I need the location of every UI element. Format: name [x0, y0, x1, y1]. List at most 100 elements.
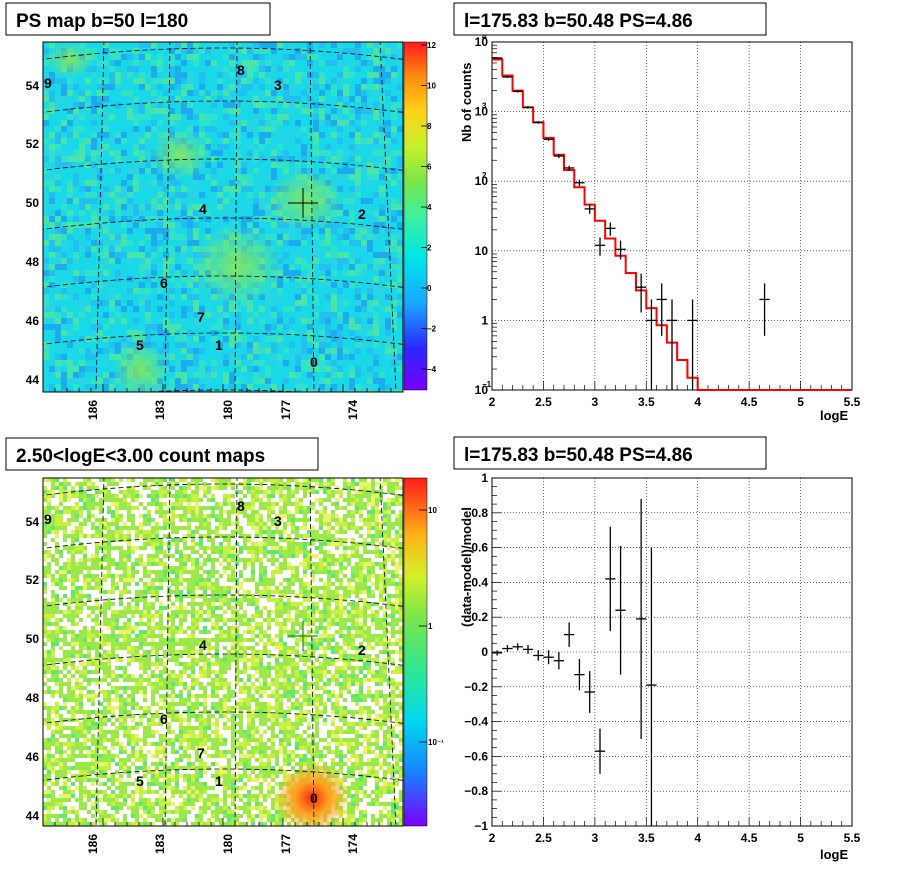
colorbar-tick-label: 12 [427, 41, 436, 50]
colorbar-tick-label: 10 [428, 506, 437, 515]
residual-x-tick-label: 5.5 [844, 831, 861, 845]
map-latitude-line [43, 768, 403, 781]
residual-data-point [543, 650, 554, 665]
spectrum-x-tick-label: 4 [694, 395, 701, 409]
spectrum-y-tick-exponent: 3 [482, 102, 487, 111]
residual-panel: 2 2.5 3 3.5 4 4.5 5 5.5 −1 −0.8 −0.6 −0.4 −0.2 0 0.2 0.… [453, 436, 861, 862]
residual-data-point [646, 547, 657, 826]
map-longitude-line [95, 478, 105, 826]
ps-map-crosshair-marker [288, 188, 318, 218]
map-longitude-line [164, 478, 171, 826]
residual-x-tick-label: 3.5 [638, 831, 655, 845]
colorbar-tick-label: −2 [427, 325, 437, 334]
spectrum-data-point [512, 90, 523, 93]
map-latitude-line [43, 158, 403, 171]
map-longitude-line [309, 42, 315, 392]
spectrum-y-tick-exponent: 4 [482, 32, 487, 41]
source-label: 1 [215, 773, 223, 789]
spectrum-data-point [574, 179, 585, 187]
source-label: 2 [358, 206, 366, 222]
spectrum-x-tick-label: 2 [489, 395, 496, 409]
map-y-tick-label: 44 [26, 809, 40, 823]
spectrum-data-point [687, 299, 698, 390]
map-x-tick-label: 186 [86, 834, 100, 854]
map-x-tick-label: 186 [86, 400, 100, 420]
source-label: 6 [160, 275, 168, 291]
spectrum-data-point [522, 106, 534, 109]
source-label: 3 [274, 513, 282, 529]
residual-data-point [512, 643, 523, 651]
spectrum-x-tick-label: 5.5 [844, 395, 861, 409]
source-label: 7 [197, 745, 205, 761]
residual-y-tick-label: −0.4 [464, 715, 488, 729]
count-hotspot [274, 762, 350, 826]
count-colorbar-ticks: 10 1 10⁻¹ [419, 506, 444, 747]
spectrum-data-point [502, 75, 513, 78]
residual-y-tick-label: −1 [474, 819, 488, 833]
residual-y-label: (data-model)/model [459, 507, 474, 627]
ps-map-area [43, 42, 403, 392]
source-label: 5 [136, 337, 144, 353]
source-label: 5 [136, 773, 144, 789]
residual-data-point [522, 645, 534, 654]
spectrum-x-tick-label: 2.5 [535, 395, 552, 409]
spectrum-x-tick-label: 3.5 [638, 395, 655, 409]
colorbar-tick-label: 2 [427, 244, 432, 253]
spectrum-title-box [453, 2, 767, 36]
residual-data-point [564, 622, 575, 647]
spectrum-y-tick-label: 10 [475, 105, 489, 119]
count-map-area [43, 478, 403, 826]
spectrum-data-point [759, 283, 770, 336]
colorbar-tick-label: 8 [427, 122, 432, 131]
residual-y-tick-label: 0 [481, 645, 488, 659]
spectrum-data-point [553, 154, 564, 159]
residual-data-point [574, 658, 585, 691]
ps-map-source-labels: 9 8 3 4 2 6 7 5 1 0 [44, 62, 366, 370]
source-label: 7 [197, 309, 205, 325]
spectrum-y-tick-label: 1 [481, 313, 488, 327]
colorbar-tick-label: 6 [427, 163, 432, 172]
colorbar-tick-label: 0 [427, 284, 432, 293]
map-y-tick-label: 46 [26, 750, 40, 764]
map-latitude-line [43, 275, 403, 288]
map-longitude-line [234, 478, 238, 826]
spectrum-x-tick-label: 3 [592, 395, 599, 409]
source-label: 0 [310, 790, 318, 806]
residual-data-point [502, 645, 513, 652]
map-y-tick-label: 52 [26, 137, 40, 151]
spectrum-x-tick-label: 5 [797, 395, 804, 409]
map-x-tick-label: 183 [153, 400, 167, 420]
source-label: 6 [160, 711, 168, 727]
count-map-source-labels: 9 8 3 4 2 6 7 5 1 0 [44, 498, 366, 806]
map-y-tick-label: 48 [26, 255, 40, 269]
map-latitude-line [43, 594, 403, 607]
count-map-coordinate-grid [43, 478, 403, 826]
map-longitude-line [379, 478, 397, 826]
count-map-title-box [5, 437, 319, 471]
colorbar-tick-label: 10 [427, 82, 436, 91]
colorbar-tick-label: 4 [427, 203, 432, 212]
residual-x-tick-label: 2.5 [535, 831, 552, 845]
source-label: 3 [274, 77, 282, 93]
map-y-tick-label: 50 [26, 196, 40, 210]
residual-y-tick-label: 0.2 [471, 610, 488, 624]
ps-colorbar-ticks: 12 10 8 6 4 2 0 −2 −4 [421, 41, 437, 374]
residual-y-tick-label: −0.2 [464, 680, 488, 694]
map-y-tick-label: 46 [26, 314, 40, 328]
residual-data-point [615, 545, 626, 675]
spectrum-data-point [666, 299, 678, 390]
residual-data-point [553, 652, 564, 670]
residual-data-point [533, 650, 544, 661]
residual-x-tick-label: 4 [694, 831, 701, 845]
spectrum-y-tick-exponent: 2 [482, 171, 487, 180]
residual-title: l=175.83 b=50.48 PS=4.86 [464, 445, 693, 466]
count-colorbar [403, 477, 428, 827]
spectrum-x-tick-label: 4.5 [741, 395, 758, 409]
residual-data-point [594, 728, 606, 774]
spectrum-data-point [533, 121, 544, 124]
count-map-pixels [43, 478, 403, 826]
